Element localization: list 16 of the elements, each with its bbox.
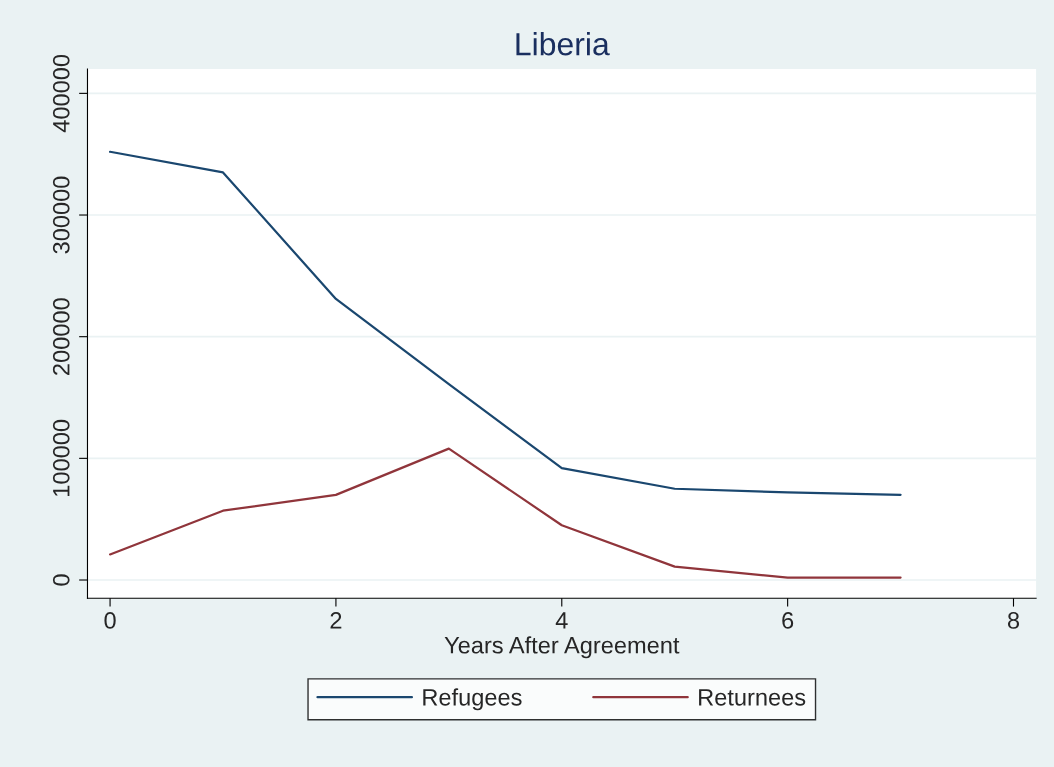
y-tick-label: 300000 <box>52 176 70 254</box>
legend-label: Returnees <box>699 689 806 706</box>
x-tick-label: 2 <box>330 612 342 629</box>
x-axis-title: Years After Agreement <box>444 636 680 659</box>
x-tick-label: 0 <box>104 612 116 629</box>
y-tick-label: 200000 <box>52 298 70 375</box>
x-tick-label: 8 <box>1007 612 1020 629</box>
x-tick-label: 6 <box>782 612 794 629</box>
y-tick-label: 0 <box>52 574 70 586</box>
y-tick-label: 400000 <box>52 54 70 133</box>
y-tick-label: 100000 <box>52 419 70 496</box>
chart-title: Liberia <box>516 31 610 56</box>
line-series <box>108 150 902 496</box>
line-series <box>108 447 902 579</box>
x-tick-label: 4 <box>555 612 568 629</box>
legend-label: Refugees <box>423 688 522 711</box>
